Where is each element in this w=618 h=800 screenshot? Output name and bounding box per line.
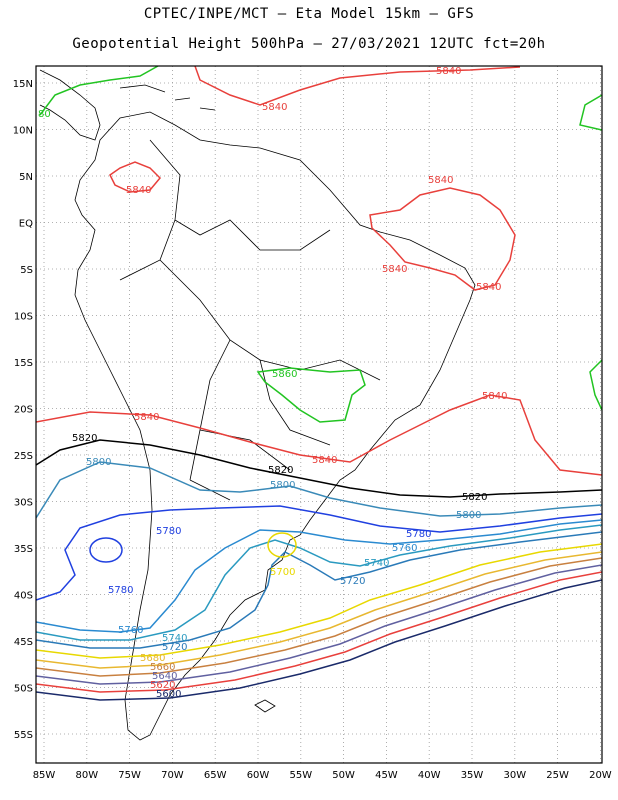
lat-tick-label: 10N <box>13 126 33 137</box>
contour-5720 <box>36 531 602 649</box>
lon-tick-label: 30W <box>503 770 526 781</box>
lon-tick-label: 35W <box>461 770 484 781</box>
lon-tick-label: 25W <box>546 770 569 781</box>
contour-label: 5800 <box>270 480 295 491</box>
lon-tick-label: 70W <box>161 770 184 781</box>
longitude-labels: 85W 80W 75W 70W 65W 60W 55W 50W 45W 40W 35W 30W 25W 2… <box>33 770 612 781</box>
contour-label: 5760 <box>392 543 417 554</box>
contour-label: 5660 <box>150 662 175 673</box>
contour-5800 <box>36 461 602 519</box>
contour-label: 5780 <box>406 529 431 540</box>
contour-5700-loop <box>267 532 297 558</box>
contour-label: 5720 <box>340 576 365 587</box>
lat-tick-label: 15S <box>14 358 33 369</box>
country-borders <box>119 139 381 501</box>
lat-tick-label: 5S <box>20 265 33 276</box>
contour-label: 5740 <box>162 633 187 644</box>
chart-title-line2: Geopotential Height 500hPa – 27/03/2021 … <box>72 36 546 52</box>
contour-5860 <box>256 367 366 423</box>
contour-5860-ne <box>579 94 602 131</box>
lat-tick-label: 45S <box>14 637 33 648</box>
contour-5660 <box>36 557 602 677</box>
contour-label: 5740 <box>364 558 389 569</box>
contour-label: 5840 <box>436 66 461 77</box>
contour-label: 5840 <box>262 102 287 113</box>
contour-label: 5600 <box>156 689 181 700</box>
lon-tick-label: 80W <box>75 770 98 781</box>
chart-title-line1: CPTEC/INPE/MCT – Eta Model 15km – GFS <box>143 6 475 22</box>
lat-tick-label: 25S <box>14 451 33 462</box>
lat-tick-label: 50S <box>14 684 33 695</box>
lon-tick-label: 45W <box>375 770 398 781</box>
lat-tick-label: 55S <box>14 730 33 741</box>
contour-5820 <box>36 439 602 498</box>
contour-5840-south <box>36 394 602 476</box>
contour-5780 <box>36 505 602 601</box>
gridlines <box>36 66 602 763</box>
contour-label: 80 <box>38 109 51 120</box>
lon-tick-label: 40W <box>418 770 441 781</box>
lat-tick-label: 20S <box>14 405 33 416</box>
contour-label: 5840 <box>312 455 337 466</box>
lon-tick-label: 60W <box>247 770 270 781</box>
contour-label: 5840 <box>126 185 151 196</box>
contour-label: 5800 <box>86 457 111 468</box>
contour-green-nw <box>39 66 159 116</box>
contour-label: 5620 <box>150 680 175 691</box>
south-america-coast <box>74 111 476 741</box>
contour-5740 <box>36 524 602 641</box>
contour-label: 5800 <box>456 510 481 521</box>
contour-5840-north <box>194 66 521 106</box>
contour-label: 5700 <box>270 567 295 578</box>
contour-label: 5840 <box>482 391 507 402</box>
contour-label: 5860 <box>272 369 297 380</box>
contour-lines <box>36 66 602 701</box>
contour-label: 5840 <box>428 175 453 186</box>
contour-label: 5840 <box>476 282 501 293</box>
contour-5600 <box>36 579 602 701</box>
contour-5680 <box>36 551 602 669</box>
lat-tick-label: 15N <box>13 79 33 90</box>
contour-label: 5840 <box>134 412 159 423</box>
contour-5840-colombia <box>109 161 162 193</box>
contour-5700 <box>36 543 602 659</box>
contour-5620 <box>36 571 602 693</box>
contour-label: 5840 <box>382 264 407 275</box>
lon-tick-label: 55W <box>289 770 312 781</box>
latitude-labels: 15N 10N 5N EQ 5S 10S 15S 20S 25S 30S 35S 40S 45S 50S 5… <box>13 79 33 741</box>
lon-tick-label: 75W <box>118 770 141 781</box>
lat-tick-label: 5N <box>19 172 33 183</box>
lon-tick-label: 50W <box>332 770 355 781</box>
lat-tick-label: 30S <box>14 498 33 509</box>
contour-labels: 5840 5840 5840 5840 5840 5840 5840 5840 … <box>38 66 507 700</box>
contour-label: 5680 <box>140 653 165 664</box>
lon-tick-label: 85W <box>33 770 56 781</box>
contour-label: 5820 <box>72 433 97 444</box>
contour-label: 5780 <box>156 526 181 537</box>
contour-label: 5820 <box>268 465 293 476</box>
contour-label: 5640 <box>152 671 177 682</box>
lat-tick-label: 35S <box>14 544 33 555</box>
central-america <box>39 69 101 141</box>
contour-5760 <box>36 519 602 633</box>
contour-label: 5760 <box>118 625 143 636</box>
contour-5780-low <box>89 537 123 563</box>
contour-5840-atlantic <box>369 187 516 291</box>
contour-label: 5780 <box>108 585 133 596</box>
contour-5860-east <box>589 359 602 411</box>
lon-tick-label: 20W <box>589 770 612 781</box>
falkland-islands <box>254 699 276 713</box>
coastlines <box>39 69 476 741</box>
caribbean-islands <box>119 84 216 111</box>
lat-tick-label: 10S <box>14 312 33 323</box>
lon-tick-label: 65W <box>204 770 227 781</box>
contour-label: 5820 <box>462 492 487 503</box>
lat-tick-label: 40S <box>14 591 33 602</box>
contour-label: 5720 <box>162 642 187 653</box>
contour-5640 <box>36 564 602 685</box>
plot-frame <box>35 65 603 764</box>
lat-tick-label: EQ <box>19 219 33 230</box>
